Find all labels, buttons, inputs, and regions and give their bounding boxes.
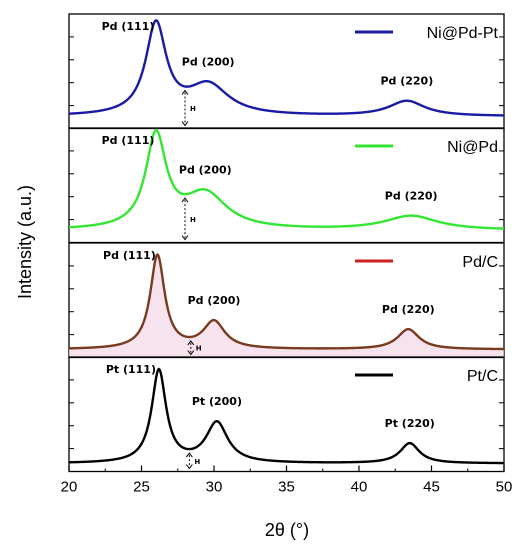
x-axis-title: 2θ (°) <box>265 520 309 540</box>
h-marker-arrow-down <box>185 464 193 470</box>
h-marker-arrow-up <box>181 89 189 95</box>
h-marker-arrow-down <box>181 235 189 241</box>
peak-label: Pd (200) <box>182 55 235 68</box>
x-tick-label: 40 <box>351 479 368 496</box>
peak-label: Pd (220) <box>382 303 435 316</box>
peak-label: Pd (220) <box>380 75 433 88</box>
peak-label: Pt (200) <box>192 395 242 408</box>
peak-label: Pd (200) <box>188 294 241 307</box>
peak-label: Pd (111) <box>103 249 156 262</box>
x-tick-label: 45 <box>423 479 440 496</box>
x-tick-label: 25 <box>133 479 150 496</box>
h-marker-label: H <box>190 216 196 224</box>
h-marker-arrow-down <box>181 121 189 127</box>
h-marker-arrow-down <box>187 350 195 356</box>
legend-label: Pd/C <box>462 254 498 271</box>
h-marker-label: H <box>196 345 202 353</box>
series-line <box>68 367 505 465</box>
y-axis-title: Intensity (a.u.) <box>15 185 35 299</box>
legend-label: Ni@Pd-Pt <box>427 25 499 42</box>
peak-label: Pt (111) <box>106 363 156 376</box>
series-line <box>68 252 505 351</box>
series-line <box>68 19 505 117</box>
peak-label: Pd (200) <box>179 164 232 177</box>
h-marker-label: H <box>190 105 196 113</box>
peak-label: Pt (220) <box>385 417 435 430</box>
x-tick-label: 35 <box>278 479 295 496</box>
series-fill <box>69 254 504 357</box>
peak-label: Pd (111) <box>102 134 155 147</box>
h-marker-arrow-up <box>185 452 193 458</box>
series-line <box>68 128 505 230</box>
h-marker-arrow-up <box>181 197 189 203</box>
h-marker-label: H <box>194 458 200 466</box>
peak-label: Pd (111) <box>102 20 155 33</box>
x-tick-label: 30 <box>206 479 223 496</box>
h-marker-arrow-up <box>187 340 195 346</box>
peak-label: Pd (220) <box>385 190 438 203</box>
legend-label: Ni@Pd <box>447 139 498 156</box>
x-tick-label: 20 <box>61 479 78 496</box>
legend-label: Pt/C <box>467 368 498 385</box>
x-tick-label: 50 <box>496 479 513 496</box>
